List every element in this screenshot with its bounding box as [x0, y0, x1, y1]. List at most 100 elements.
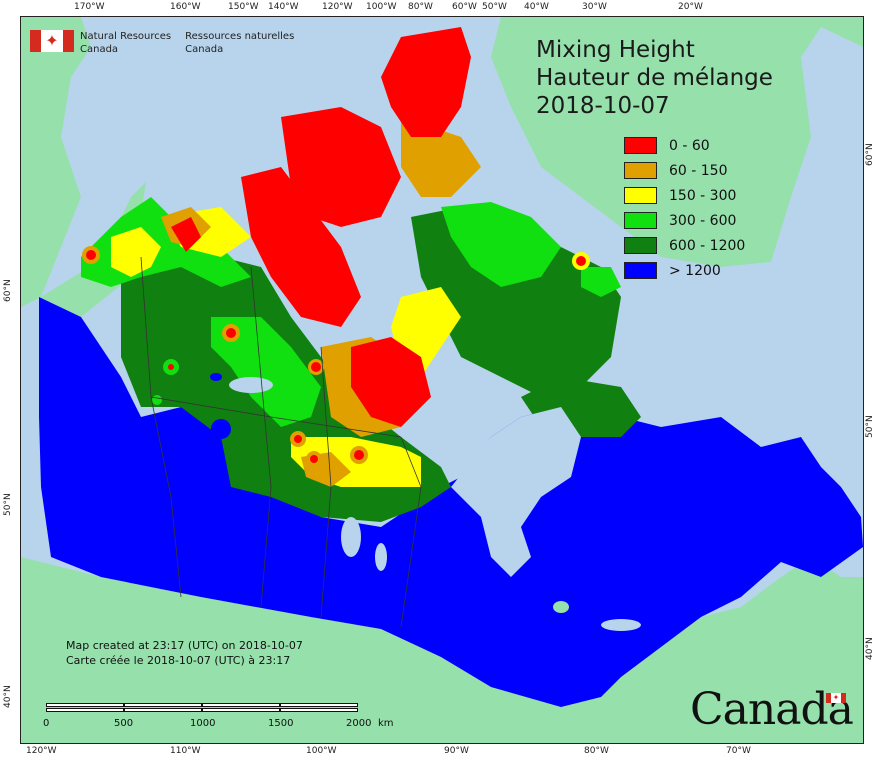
scale-label: 0	[43, 718, 50, 729]
legend-label: > 1200	[669, 262, 721, 279]
zone-300-600	[211, 317, 321, 427]
province-boundary	[320, 346, 332, 618]
org-name-fr: Ressources naturelles Canada	[185, 31, 295, 55]
zone-300-600	[441, 202, 561, 287]
scale-label: 500	[114, 718, 134, 729]
lat-tick-label: 60°N	[3, 279, 13, 302]
hotspot	[294, 435, 302, 443]
title-date: 2018-10-07	[536, 93, 670, 119]
canada-wordmark: Canada	[690, 684, 854, 735]
lake	[553, 601, 569, 613]
hudson-bay	[451, 407, 581, 577]
zone-300-600	[581, 267, 621, 297]
lon-tick-label: 90°W	[444, 746, 469, 756]
lake	[375, 543, 387, 571]
lon-tick-label: 140°W	[268, 2, 299, 12]
zone-0-60	[281, 107, 401, 227]
lon-tick-label: 20°W	[678, 2, 703, 12]
hotspot	[152, 395, 162, 405]
org-name-en: Natural Resources Canada	[80, 31, 172, 55]
zone-0-60	[381, 27, 471, 137]
flag-icon: ✦	[30, 30, 74, 52]
legend: 0 - 60 60 - 150 150 - 300 300 - 600 600 - 12…	[624, 133, 745, 283]
scale-unit: km	[378, 718, 394, 729]
province-boundary	[400, 436, 422, 628]
legend-item: 300 - 600	[624, 208, 745, 233]
legend-swatch	[624, 187, 657, 204]
lon-tick-label: 80°W	[408, 2, 433, 12]
province-boundary	[250, 266, 272, 608]
legend-item: 0 - 60	[624, 133, 745, 158]
legend-swatch	[624, 262, 657, 279]
credit-fr: Carte créée le 2018-10-07 (UTC) à 23:17	[66, 654, 291, 667]
legend-label: 60 - 150	[669, 162, 728, 179]
zone-0-60	[171, 217, 201, 252]
map-svg	[21, 17, 863, 743]
legend-item: 60 - 150	[624, 158, 745, 183]
legend-swatch	[624, 237, 657, 254]
map-title: Mixing Height Hauteur de mélange 2018-10…	[536, 36, 773, 120]
lat-tick-label: 50°N	[3, 493, 13, 516]
hotspot	[576, 256, 586, 266]
province-boundary	[140, 256, 402, 438]
scale-label: 2000	[346, 718, 372, 729]
scale-segment	[124, 708, 202, 712]
lon-tick-label: 110°W	[170, 746, 201, 756]
hotspot	[311, 362, 321, 372]
legend-label: 0 - 60	[669, 137, 710, 154]
lon-tick-label: 30°W	[582, 2, 607, 12]
legend-item: > 1200	[624, 258, 745, 283]
zone-0-60	[351, 337, 431, 427]
lon-tick-label: 100°W	[306, 746, 337, 756]
nrcan-logo: ✦ Natural Resources Canada Ressources na…	[30, 30, 308, 56]
lon-tick-label: 160°W	[170, 2, 201, 12]
title-line-en: Mixing Height	[536, 37, 695, 63]
usa-land	[21, 557, 863, 743]
hotspot	[310, 455, 318, 463]
lat-tick-label: 60°N	[865, 143, 875, 166]
legend-swatch	[624, 137, 657, 154]
lon-tick-label: 100°W	[366, 2, 397, 12]
lon-tick-label: 170°W	[74, 2, 105, 12]
lake	[229, 377, 273, 393]
hotspot	[168, 364, 174, 370]
maple-leaf-icon: ✦	[41, 30, 63, 52]
title-line-fr: Hauteur de mélange	[536, 65, 773, 91]
legend-item: 600 - 1200	[624, 233, 745, 258]
province-boundary	[150, 396, 182, 598]
zone-150-300	[111, 227, 161, 277]
hotspot	[354, 450, 364, 460]
lon-tick-label: 120°W	[26, 746, 57, 756]
legend-label: 300 - 600	[669, 212, 737, 229]
scale-segment	[202, 708, 280, 712]
credits: Map created at 23:17 (UTC) on 2018-10-07…	[66, 638, 303, 668]
scale-label: 1500	[268, 718, 294, 729]
wordmark-flag-icon: ✦	[826, 693, 846, 703]
zone-0-60	[241, 167, 361, 327]
alaska-land	[21, 17, 91, 307]
scale-segment	[202, 703, 280, 707]
canada-land-blue	[39, 297, 863, 707]
lon-tick-label: 60°W	[452, 2, 477, 12]
lat-tick-label: 40°N	[3, 685, 13, 708]
lon-tick-label: 150°W	[228, 2, 259, 12]
scale-segment	[280, 703, 358, 707]
legend-label: 600 - 1200	[669, 237, 746, 254]
lon-tick-label: 80°W	[584, 746, 609, 756]
legend-swatch	[624, 212, 657, 229]
legend-item: 150 - 300	[624, 183, 745, 208]
scale-segment	[124, 703, 202, 707]
hotspot	[226, 328, 236, 338]
scale-segment	[46, 708, 124, 712]
lake	[601, 619, 641, 631]
greenland-land	[491, 17, 863, 267]
lake	[211, 419, 231, 439]
map-canvas	[20, 16, 864, 744]
scale-segment	[280, 708, 358, 712]
credit-en: Map created at 23:17 (UTC) on 2018-10-07	[66, 639, 303, 652]
scale-bar: 0 500 1000 1500 2000 km	[43, 703, 394, 729]
lon-tick-label: 50°W	[482, 2, 507, 12]
lake	[341, 517, 361, 557]
lon-tick-label: 40°W	[524, 2, 549, 12]
